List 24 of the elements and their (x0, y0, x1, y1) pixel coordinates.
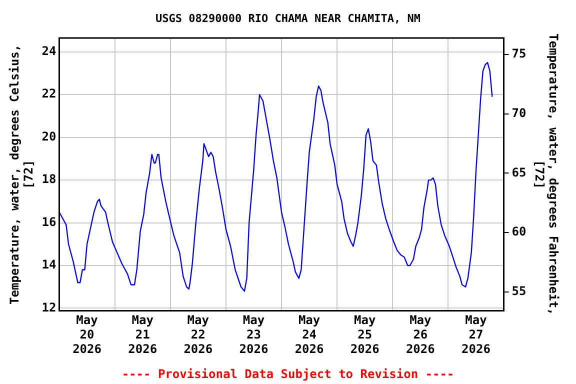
text: ---- Provisional Data Subject to Revision ---- (120, 367, 456, 381)
x-tick-label: May 20 2026 (72, 313, 102, 356)
x-tick-label: May 23 2026 (239, 313, 268, 356)
x-tick-label: May 21 2026 (128, 313, 158, 356)
x-tick-label: May 26 2026 (406, 313, 435, 356)
x-tick-label: May 25 2026 (350, 313, 380, 356)
x-tick-label: May 27 2026 (462, 313, 490, 356)
y-tick-label: 16 (42, 214, 56, 229)
y2-axis-title: Temperature, water, degrees Fahrenheit, [72] (532, 34, 561, 316)
y-tick-label: 24 (42, 44, 56, 58)
chart-title: USGS 08290000 RIO CHAMA NEAR CHAMITA, NM (154, 12, 422, 25)
y-tick-label: 12 (42, 300, 56, 314)
y2-tick-label: 55 (512, 284, 526, 298)
y-tick-label: 20 (42, 129, 56, 144)
x-tick-label: May 22 2026 (184, 313, 213, 356)
y-axis-title: Temperature, water, degrees Celsius, [72] (7, 44, 36, 304)
y2-tick-label: 60 (512, 224, 526, 239)
x-tick-label: May 24 2026 (294, 313, 324, 356)
y-tick-label: 14 (42, 258, 56, 272)
y2-tick-label: 75 (512, 46, 526, 61)
y2-tick-label: 70 (512, 106, 526, 120)
y2-tick-label: 65 (512, 165, 526, 180)
y-tick-label: 18 (42, 172, 56, 186)
y-tick-label: 22 (42, 86, 56, 101)
